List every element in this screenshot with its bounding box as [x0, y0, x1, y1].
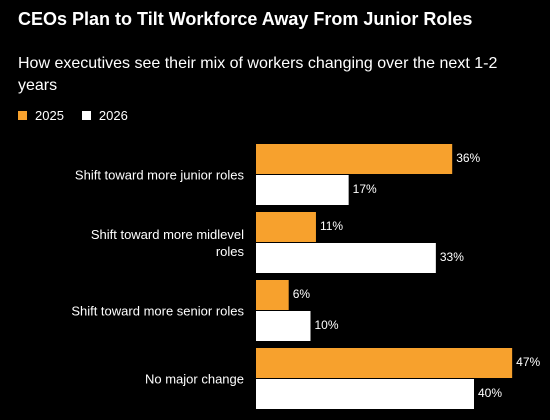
legend-swatch: [18, 111, 27, 120]
bar: [256, 348, 513, 378]
category-label: Shift toward more junior roles: [74, 167, 244, 182]
value-label: 33%: [440, 250, 464, 264]
category-label: No major change: [145, 371, 244, 386]
category-label: Shift toward more senior roles: [71, 303, 244, 318]
legend-item: 2025: [18, 108, 64, 123]
legend-item: 2026: [81, 108, 128, 123]
value-label: 40%: [478, 386, 502, 400]
value-label: 17%: [353, 182, 377, 196]
bar: [256, 144, 453, 174]
value-label: 11%: [320, 219, 343, 233]
value-label: 10%: [315, 318, 339, 332]
legend: 2025 2026: [18, 108, 128, 123]
legend-label: 2026: [98, 108, 128, 123]
bar: [256, 379, 474, 409]
legend-swatch: [81, 111, 91, 120]
bar: [256, 280, 289, 310]
bar: [256, 212, 316, 242]
value-label: 36%: [456, 151, 480, 165]
chart-title: CEOs Plan to Tilt Workforce Away From Ju…: [18, 9, 473, 29]
legend-label: 2025: [35, 108, 64, 123]
value-label: 6%: [293, 287, 311, 301]
chart-subtitle: How executives see their mix of workers …: [18, 55, 498, 94]
bar: [256, 311, 311, 341]
category-label: Shift toward more midlevel roles: [90, 226, 244, 259]
bar: [256, 175, 349, 205]
bar: [256, 243, 436, 273]
value-label: 47%: [516, 355, 540, 369]
